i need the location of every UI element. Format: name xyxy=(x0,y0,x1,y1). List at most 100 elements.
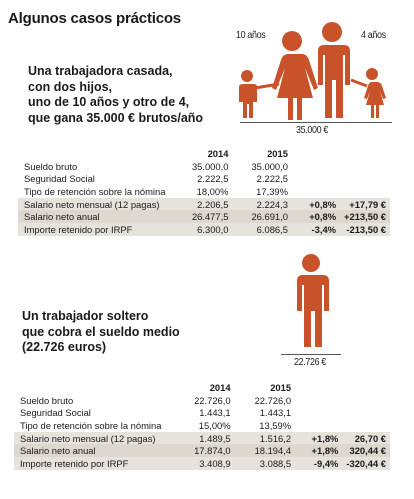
case2-heading-line: que cobra el sueldo medio xyxy=(22,324,180,339)
change-pct: -3,4% xyxy=(291,222,341,236)
header-2015: 2015 xyxy=(267,147,288,159)
table-row: Importe retenido por IRPF 3.408,9 3.088,… xyxy=(14,456,390,470)
table-row: Importe retenido por IRPF 6.300,0 6.086,… xyxy=(18,222,390,236)
case1-table-header: 2014 2015 xyxy=(18,146,390,160)
value-2015: 13,59% xyxy=(259,419,292,431)
case2-heading-line: Un trabajador soltero xyxy=(22,309,149,323)
row-label: Salario neto anual xyxy=(14,444,176,457)
case2-heading: Un trabajador soltero que cobra el sueld… xyxy=(22,309,180,356)
change-pct: -9,4% xyxy=(295,456,343,470)
change-eur: 26,70 € xyxy=(342,431,390,445)
case1-heading-line: Una trabajadora casada, xyxy=(28,64,173,78)
change-eur xyxy=(342,407,390,420)
change-pct xyxy=(292,185,340,198)
case2-heading-line: (22.726 euros) xyxy=(22,340,107,354)
row-label: Salario neto mensual (12 pagas) xyxy=(18,197,180,211)
value-2015: 35.000,0 xyxy=(251,160,288,172)
value-2014: 15,00% xyxy=(198,419,231,431)
case1-figure-caption: 35.000 € xyxy=(296,124,329,136)
change-eur: 320,44 € xyxy=(342,444,390,457)
row-label: Seguridad Social xyxy=(24,173,95,185)
change-eur xyxy=(342,394,390,407)
header-eur xyxy=(340,146,390,160)
case1-table: 2014 2015 Sueldo bruto 35.000,0 35.000,0… xyxy=(18,146,390,236)
case2-figure-divider xyxy=(281,354,341,355)
case1-heading-line: uno de 10 años y otro de 4, xyxy=(28,95,190,109)
change-pct xyxy=(295,419,342,432)
table-row: Tipo de retención sobre la nómina 18,00%… xyxy=(18,185,390,198)
row-label: Sueldo bruto xyxy=(20,394,74,406)
row-label: Tipo de retención sobre la nómina xyxy=(24,185,166,197)
change-pct xyxy=(295,407,342,420)
change-pct xyxy=(292,160,340,173)
child1-age-label: 10 años xyxy=(236,29,266,41)
value-2015: 22.726,0 xyxy=(254,394,292,406)
table-row: Seguridad Social 1.443,1 1.443,1 xyxy=(14,407,390,420)
table-row: Sueldo bruto 35.000,0 35.000,0 xyxy=(18,160,390,173)
value-2015: 2.222,5 xyxy=(256,173,288,185)
value-2014: 26.477,5 xyxy=(179,210,233,223)
page-title: Algunos casos prácticos xyxy=(8,10,181,27)
family-figure-icon xyxy=(239,22,386,120)
change-eur xyxy=(342,419,390,432)
case2-figure-caption: 22.726 € xyxy=(294,356,327,368)
child2-age-label: 4 años xyxy=(361,29,386,41)
value-2014: 1.489,5 xyxy=(175,431,235,445)
table-row: Salario neto anual 17.874,0 18.194,4 +1,… xyxy=(14,444,390,457)
header-pct xyxy=(295,380,342,394)
value-2015: 1.443,1 xyxy=(259,407,292,419)
change-eur: -320,44 € xyxy=(342,456,390,470)
value-2014: 18,00% xyxy=(196,185,229,197)
case1-heading-line: con dos hijos, xyxy=(28,79,113,94)
row-label: Salario neto mensual (12 pagas) xyxy=(14,431,176,445)
change-eur xyxy=(340,173,390,186)
table-row: Salario neto mensual (12 pagas) 1.489,5 … xyxy=(14,431,390,445)
man-figure-icon xyxy=(297,254,329,347)
value-2014: 17.874,0 xyxy=(175,444,235,457)
change-eur: +17,79 € xyxy=(340,197,390,211)
row-label: Sueldo bruto xyxy=(24,160,78,172)
change-pct xyxy=(292,173,340,186)
value-2015: 3.088,5 xyxy=(234,456,296,470)
value-2014: 35.000,0 xyxy=(191,160,229,172)
header-2015: 2015 xyxy=(270,381,292,393)
change-eur: +213,50 € xyxy=(340,210,390,223)
value-2014: 6.300,0 xyxy=(179,222,233,236)
header-2014: 2014 xyxy=(209,381,231,393)
change-eur: -213,50 € xyxy=(340,222,390,236)
change-eur xyxy=(340,160,390,173)
header-blank xyxy=(14,380,176,394)
row-label: Importe retenido por IRPF xyxy=(14,456,176,470)
value-2014: 22.726,0 xyxy=(194,394,231,406)
case1-figure-divider xyxy=(240,122,392,123)
row-label: Salario neto anual xyxy=(18,210,180,223)
case2-table: 2014 2015 Sueldo bruto 22.726,0 22.726,0… xyxy=(14,380,390,470)
value-2015: 2.224,3 xyxy=(232,197,292,211)
case1-heading: Una trabajadora casada, con dos hijos, u… xyxy=(28,64,203,126)
table-row: Tipo de retención sobre la nómina 15,00%… xyxy=(14,419,390,432)
value-2014: 2.206,5 xyxy=(179,197,233,211)
table-row: Sueldo bruto 22.726,0 22.726,0 xyxy=(14,394,390,407)
row-label: Seguridad Social xyxy=(20,407,91,419)
change-pct xyxy=(295,394,342,407)
value-2015: 18.194,4 xyxy=(234,444,296,457)
header-eur xyxy=(342,380,390,394)
header-pct xyxy=(292,146,340,160)
value-2014: 3.408,9 xyxy=(175,456,235,470)
value-2015: 6.086,5 xyxy=(232,222,292,236)
case1-heading-line: que gana 35.000 € brutos/año xyxy=(28,110,204,125)
table-row: Salario neto anual 26.477,5 26.691,0 +0,… xyxy=(18,210,390,223)
table-row: Salario neto mensual (12 pagas) 2.206,5 … xyxy=(18,197,390,211)
change-pct: +0,8% xyxy=(291,197,341,211)
table-row: Seguridad Social 2.222,5 2.222,5 xyxy=(18,173,390,186)
value-2015: 1.516,2 xyxy=(234,431,296,445)
change-eur xyxy=(340,185,390,198)
change-pct: +0,8% xyxy=(291,210,341,223)
change-pct: +1,8% xyxy=(295,444,343,457)
header-2014: 2014 xyxy=(207,147,229,159)
change-pct: +1,8% xyxy=(295,431,343,445)
value-2014: 2.222,5 xyxy=(197,173,229,185)
value-2015: 17,39% xyxy=(256,185,288,197)
row-label: Tipo de retención sobre la nómina xyxy=(20,419,162,431)
row-label: Importe retenido por IRPF xyxy=(18,222,180,236)
